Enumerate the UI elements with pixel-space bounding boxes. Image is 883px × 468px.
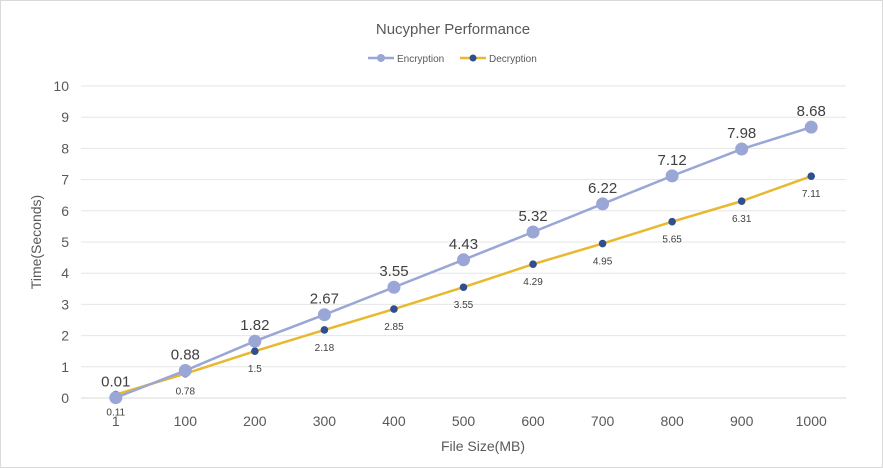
encryption-data-label: 7.12	[658, 152, 687, 169]
x-tick-label: 800	[660, 413, 684, 429]
chart-title: Nucypher Performance	[376, 21, 530, 38]
decryption-data-label: 0.11	[106, 408, 125, 419]
x-tick-label: 400	[382, 413, 406, 429]
y-axis-title: Time(Seconds)	[28, 195, 44, 289]
legend-decryption-label: Decryption	[489, 54, 537, 65]
decryption-data-label: 2.18	[315, 343, 335, 354]
encryption-point	[109, 391, 123, 405]
x-tick-label: 100	[174, 413, 198, 429]
series-layer: 0.11 0.78 1.5 2.18 2.85 3.55 4.29 4.95 5.65 6.31 7…	[101, 103, 826, 418]
encryption-point	[526, 225, 540, 239]
series-encryption: 0.01 0.88 1.82 2.67 3.55 4.43 5.32 6.22 7.12 7.98…	[101, 103, 826, 405]
legend-item-encryption: Encryption	[368, 54, 444, 65]
encryption-point	[248, 334, 262, 348]
encryption-point	[804, 120, 818, 134]
y-tick-label: 4	[61, 265, 69, 281]
encryption-point	[317, 308, 331, 322]
y-axis-ticks: 0 1 2 3 4 5 6 7 8 9 10	[53, 78, 69, 406]
y-tick-label: 1	[61, 359, 69, 375]
y-tick-label: 9	[61, 109, 69, 125]
encryption-data-label: 2.67	[310, 291, 339, 308]
decryption-data-label: 1.5	[248, 364, 262, 375]
legend-encryption-marker	[377, 54, 385, 62]
y-tick-label: 8	[61, 140, 69, 156]
encryption-data-label: 8.68	[797, 103, 826, 120]
decryption-point	[598, 239, 607, 248]
legend: Encryption Decryption	[368, 54, 537, 65]
x-axis-title: File Size(MB)	[441, 438, 525, 454]
decryption-point	[390, 305, 398, 313]
encryption-point	[387, 280, 401, 294]
decryption-data-label: 7.11	[802, 189, 821, 200]
encryption-data-label: 5.32	[518, 208, 547, 225]
decryption-point	[807, 172, 816, 180]
decryption-data-label: 0.78	[176, 387, 196, 398]
y-tick-label: 6	[61, 203, 69, 219]
y-tick-label: 3	[61, 296, 69, 312]
decryption-data-label: 6.31	[732, 214, 752, 225]
decryption-point	[529, 260, 537, 268]
x-tick-label: 600	[521, 413, 545, 429]
x-tick-label: 1	[112, 413, 120, 429]
legend-item-decryption: Decryption	[460, 54, 537, 65]
decryption-data-label: 2.85	[384, 322, 404, 333]
encryption-data-label: 4.43	[449, 236, 478, 253]
y-tick-label: 0	[61, 390, 69, 406]
encryption-point	[596, 197, 610, 211]
encryption-data-label: 6.22	[588, 180, 617, 197]
encryption-data-label: 0.01	[101, 374, 130, 391]
decryption-point	[251, 347, 259, 356]
x-tick-label: 300	[313, 413, 337, 429]
x-tick-label: 200	[243, 413, 267, 429]
encryption-data-label: 3.55	[379, 263, 408, 280]
y-tick-label: 2	[61, 328, 69, 344]
decryption-data-label: 4.95	[593, 257, 613, 268]
legend-decryption-marker	[469, 54, 477, 62]
series-decryption: 0.11 0.78 1.5 2.18 2.85 3.55 4.29 4.95 5.65 6.31 7…	[106, 172, 821, 419]
y-tick-label: 5	[61, 234, 69, 250]
encryption-data-label: 0.88	[171, 347, 200, 364]
decryption-point	[320, 326, 329, 334]
encryption-data-label: 1.82	[240, 317, 269, 334]
encryption-point	[178, 364, 192, 378]
x-tick-label: 1000	[796, 413, 827, 429]
x-axis-ticks: 1 100 200 300 400 500 600 700 800 900 1000	[112, 413, 827, 429]
decryption-data-label: 5.65	[662, 235, 682, 246]
encryption-point	[735, 142, 749, 156]
x-tick-label: 500	[452, 413, 476, 429]
x-tick-label: 900	[730, 413, 754, 429]
encryption-point	[457, 253, 470, 267]
legend-encryption-label: Encryption	[397, 54, 444, 65]
x-tick-label: 700	[591, 413, 615, 429]
decryption-point	[668, 217, 676, 226]
decryption-point	[737, 197, 746, 205]
encryption-point	[665, 169, 679, 183]
decryption-data-label: 3.55	[454, 300, 474, 311]
decryption-data-label: 4.29	[523, 277, 543, 288]
decryption-point	[459, 283, 468, 292]
encryption-data-label: 7.98	[727, 125, 756, 142]
y-tick-label: 7	[61, 172, 69, 188]
y-tick-label: 10	[53, 78, 69, 94]
